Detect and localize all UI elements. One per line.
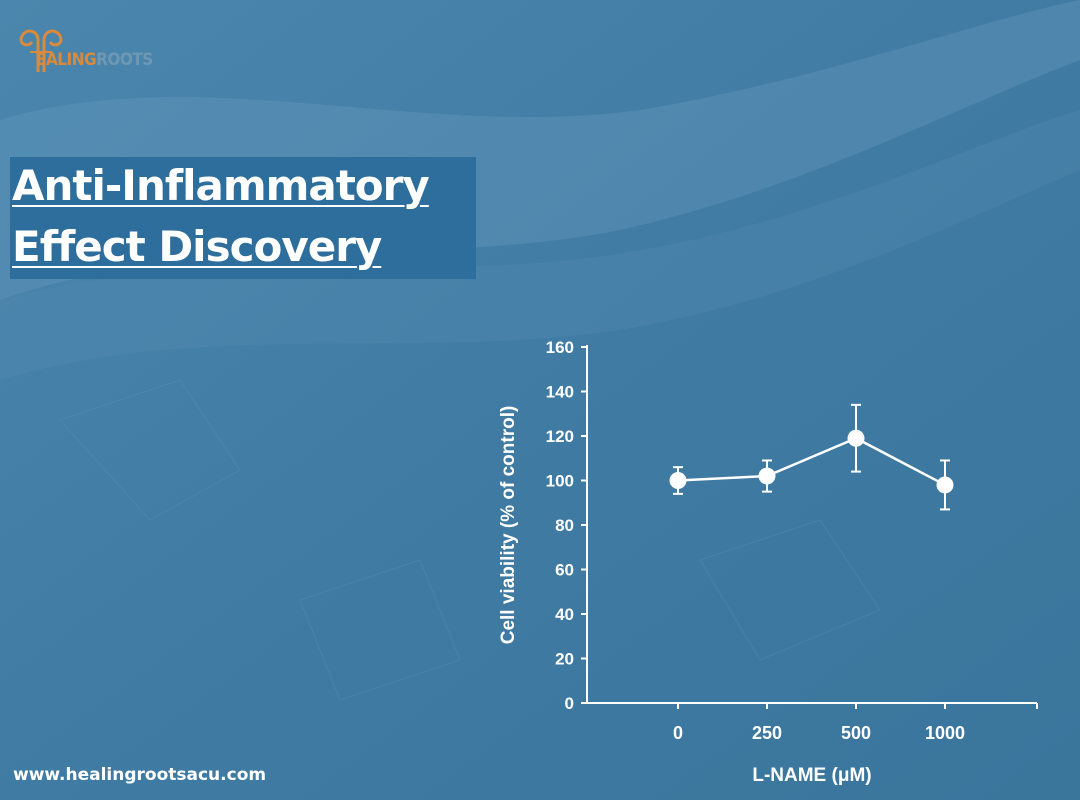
cell-viability-chart: 0 20 40 60 80 100 120 140 160 0 250 500 1000 L-NAME (…	[498, 338, 1038, 786]
y-tick-label: 140	[546, 383, 574, 402]
x-axis-label: L-NAME (μM)	[752, 765, 871, 786]
title-highlight-box	[10, 157, 476, 279]
brand-logo-icon	[19, 29, 63, 72]
page-title-line-2: Effect Discovery	[12, 222, 382, 271]
y-tick-label: 100	[546, 472, 574, 491]
data-point	[669, 472, 687, 489]
y-tick-label: 60	[555, 561, 574, 580]
brand-logo-text: EALINGROOTS	[36, 50, 153, 70]
y-tick-label: 120	[546, 427, 574, 446]
data-point	[847, 429, 865, 447]
y-tick-label: 80	[555, 516, 574, 535]
y-tick-label: 40	[555, 605, 574, 624]
data-point	[936, 476, 954, 494]
y-axis-label: Cell viability (% of control)	[498, 406, 519, 645]
website-url[interactable]: www.healingrootsacu.com	[13, 765, 267, 785]
y-tick-label: 160	[546, 338, 574, 357]
y-tick-label: 0	[565, 694, 574, 713]
data-point	[758, 467, 776, 485]
page-title-line-1: Anti-Inflammatory	[12, 161, 430, 210]
x-tick-label: 250	[752, 723, 782, 743]
x-tick-label: 500	[841, 723, 871, 743]
y-tick-label: 20	[555, 650, 574, 669]
data-line	[677, 436, 946, 487]
x-tick-label: 0	[673, 723, 683, 743]
x-tick-label: 1000	[925, 723, 965, 743]
